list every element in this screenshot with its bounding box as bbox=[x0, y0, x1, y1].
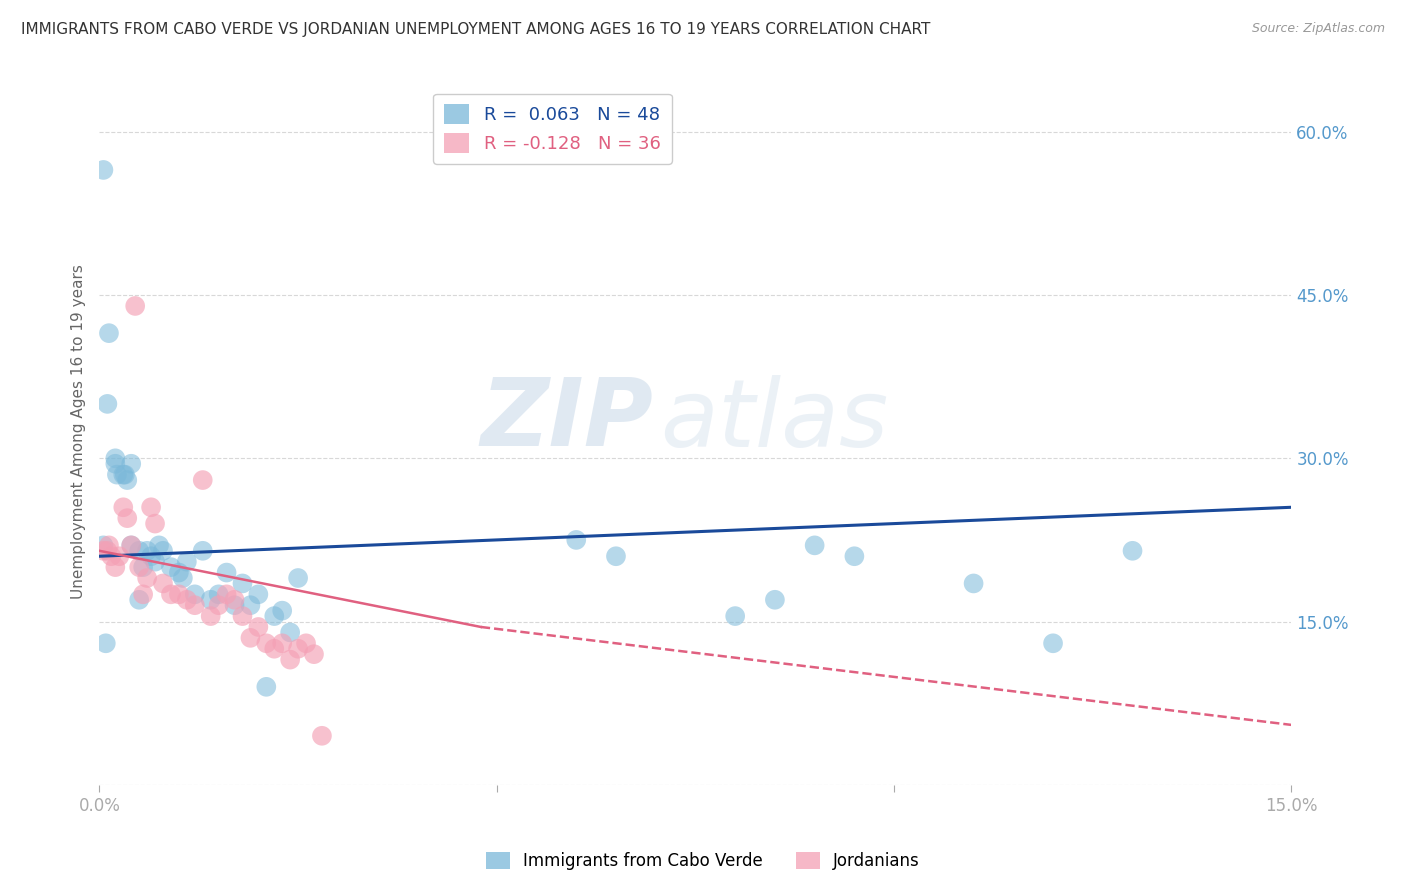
Point bbox=[191, 543, 214, 558]
Point bbox=[108, 549, 131, 564]
Point bbox=[254, 636, 277, 650]
Point bbox=[302, 647, 325, 661]
Point bbox=[172, 571, 194, 585]
Point bbox=[263, 641, 285, 656]
Point bbox=[143, 516, 166, 531]
Point bbox=[160, 560, 183, 574]
Point bbox=[962, 576, 984, 591]
Point bbox=[247, 587, 270, 601]
Point bbox=[295, 636, 318, 650]
Point bbox=[124, 299, 146, 313]
Point bbox=[139, 549, 162, 564]
Point bbox=[167, 587, 190, 601]
Point bbox=[605, 549, 627, 564]
Point bbox=[224, 598, 246, 612]
Point bbox=[184, 587, 207, 601]
Point bbox=[104, 457, 127, 471]
Point bbox=[263, 609, 285, 624]
Point bbox=[271, 604, 294, 618]
Point bbox=[93, 543, 115, 558]
Point bbox=[803, 538, 825, 552]
Point bbox=[104, 451, 127, 466]
Point bbox=[215, 587, 238, 601]
Point bbox=[104, 560, 127, 574]
Point bbox=[191, 473, 214, 487]
Point bbox=[200, 592, 222, 607]
Text: Source: ZipAtlas.com: Source: ZipAtlas.com bbox=[1251, 22, 1385, 36]
Y-axis label: Unemployment Among Ages 16 to 19 years: Unemployment Among Ages 16 to 19 years bbox=[72, 264, 86, 599]
Point bbox=[724, 609, 747, 624]
Point bbox=[96, 397, 118, 411]
Point bbox=[128, 592, 150, 607]
Point bbox=[98, 326, 121, 340]
Point bbox=[1121, 543, 1143, 558]
Point bbox=[117, 511, 139, 525]
Point bbox=[98, 538, 121, 552]
Point bbox=[128, 560, 150, 574]
Point bbox=[231, 609, 253, 624]
Point bbox=[93, 538, 115, 552]
Point bbox=[96, 543, 118, 558]
Point bbox=[176, 592, 198, 607]
Point bbox=[128, 543, 150, 558]
Point bbox=[200, 609, 222, 624]
Point bbox=[278, 625, 301, 640]
Text: ZIP: ZIP bbox=[481, 375, 654, 467]
Point bbox=[239, 631, 262, 645]
Point bbox=[136, 543, 159, 558]
Point bbox=[224, 592, 246, 607]
Point bbox=[208, 587, 231, 601]
Point bbox=[247, 620, 270, 634]
Text: atlas: atlas bbox=[659, 375, 889, 466]
Legend: Immigrants from Cabo Verde, Jordanians: Immigrants from Cabo Verde, Jordanians bbox=[479, 845, 927, 877]
Point bbox=[139, 500, 162, 515]
Point bbox=[100, 549, 122, 564]
Point bbox=[152, 576, 174, 591]
Point bbox=[152, 543, 174, 558]
Point bbox=[94, 636, 117, 650]
Point bbox=[132, 587, 155, 601]
Point bbox=[1042, 636, 1064, 650]
Point bbox=[136, 571, 159, 585]
Legend: R =  0.063   N = 48, R = -0.128   N = 36: R = 0.063 N = 48, R = -0.128 N = 36 bbox=[433, 94, 672, 164]
Point bbox=[148, 538, 170, 552]
Point bbox=[208, 598, 231, 612]
Point bbox=[105, 467, 128, 482]
Point bbox=[167, 566, 190, 580]
Point bbox=[565, 533, 588, 547]
Point bbox=[160, 587, 183, 601]
Point bbox=[231, 576, 253, 591]
Point bbox=[120, 538, 142, 552]
Point bbox=[120, 538, 142, 552]
Point bbox=[287, 571, 309, 585]
Point bbox=[254, 680, 277, 694]
Point bbox=[215, 566, 238, 580]
Point bbox=[844, 549, 866, 564]
Point bbox=[271, 636, 294, 650]
Point bbox=[117, 473, 139, 487]
Point bbox=[176, 555, 198, 569]
Point bbox=[239, 598, 262, 612]
Point bbox=[132, 560, 155, 574]
Point bbox=[287, 641, 309, 656]
Point bbox=[93, 163, 115, 178]
Point bbox=[120, 457, 142, 471]
Point bbox=[143, 555, 166, 569]
Point bbox=[278, 652, 301, 666]
Point bbox=[112, 467, 135, 482]
Text: IMMIGRANTS FROM CABO VERDE VS JORDANIAN UNEMPLOYMENT AMONG AGES 16 TO 19 YEARS C: IMMIGRANTS FROM CABO VERDE VS JORDANIAN … bbox=[21, 22, 931, 37]
Point bbox=[112, 500, 135, 515]
Point bbox=[184, 598, 207, 612]
Point bbox=[114, 467, 136, 482]
Point bbox=[311, 729, 333, 743]
Point bbox=[763, 592, 786, 607]
